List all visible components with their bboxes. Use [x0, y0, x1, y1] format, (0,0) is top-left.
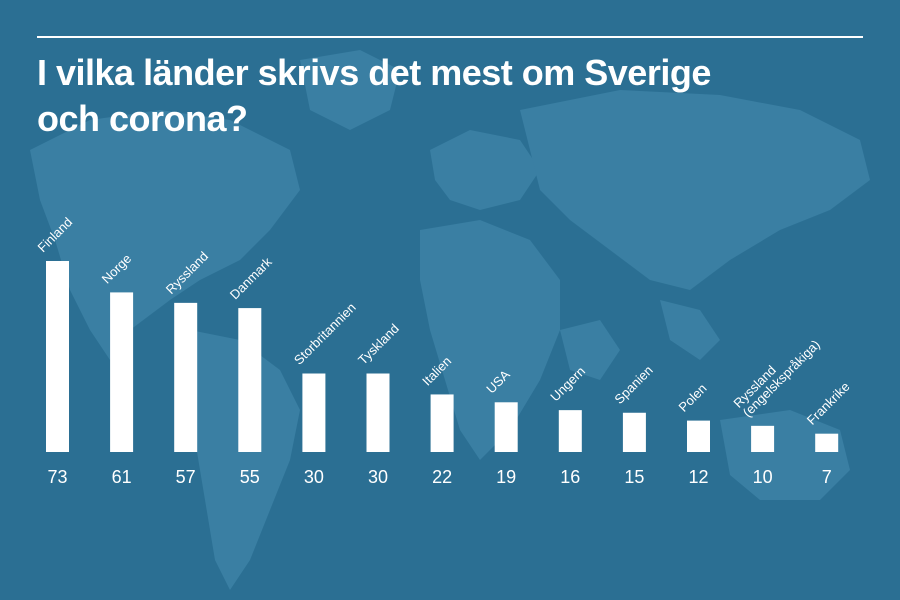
- value-label: 19: [496, 467, 516, 487]
- category-label: Polen: [676, 381, 710, 415]
- bar: [46, 261, 69, 452]
- value-label: 61: [112, 467, 132, 487]
- bar: [622, 412, 646, 452]
- value-label: 22: [432, 467, 452, 487]
- bar: [366, 373, 390, 452]
- category-label: Ryssland: [163, 249, 211, 297]
- page-title: I vilka länder skrivs det mest om Sverig…: [37, 52, 711, 139]
- category-label: USA: [483, 367, 513, 397]
- value-label: 7: [822, 467, 832, 487]
- category-label: Ryssland(engelskspråkiga): [730, 328, 822, 420]
- value-label: 16: [560, 467, 580, 487]
- category-label: Finland: [35, 214, 76, 255]
- bar: [238, 308, 262, 452]
- category-label: Tyskland: [355, 321, 402, 368]
- category-label: Ungern: [547, 364, 588, 405]
- category-label: Storbritannien: [291, 300, 359, 368]
- category-label: Italien: [419, 353, 454, 388]
- value-label: 30: [304, 467, 324, 487]
- bar: [110, 292, 134, 452]
- value-label: 15: [624, 467, 644, 487]
- bar: [174, 302, 198, 452]
- bar: [751, 425, 775, 452]
- top-rule: [37, 36, 863, 38]
- category-label: Norge: [99, 251, 135, 287]
- bar: [815, 433, 839, 452]
- value-label: 57: [176, 467, 196, 487]
- category-label: Frankrike: [804, 379, 853, 428]
- bar: [302, 373, 326, 452]
- value-label: 30: [368, 467, 388, 487]
- bar: [494, 402, 518, 452]
- category-label: Danmark: [227, 254, 275, 302]
- bar: [430, 394, 454, 452]
- value-label: 73: [47, 467, 67, 487]
- bar: [558, 410, 582, 452]
- value-label: 55: [240, 467, 260, 487]
- value-label: 10: [753, 467, 773, 487]
- value-label: 12: [688, 467, 708, 487]
- category-label: Spanien: [611, 363, 655, 407]
- bar: [687, 420, 710, 452]
